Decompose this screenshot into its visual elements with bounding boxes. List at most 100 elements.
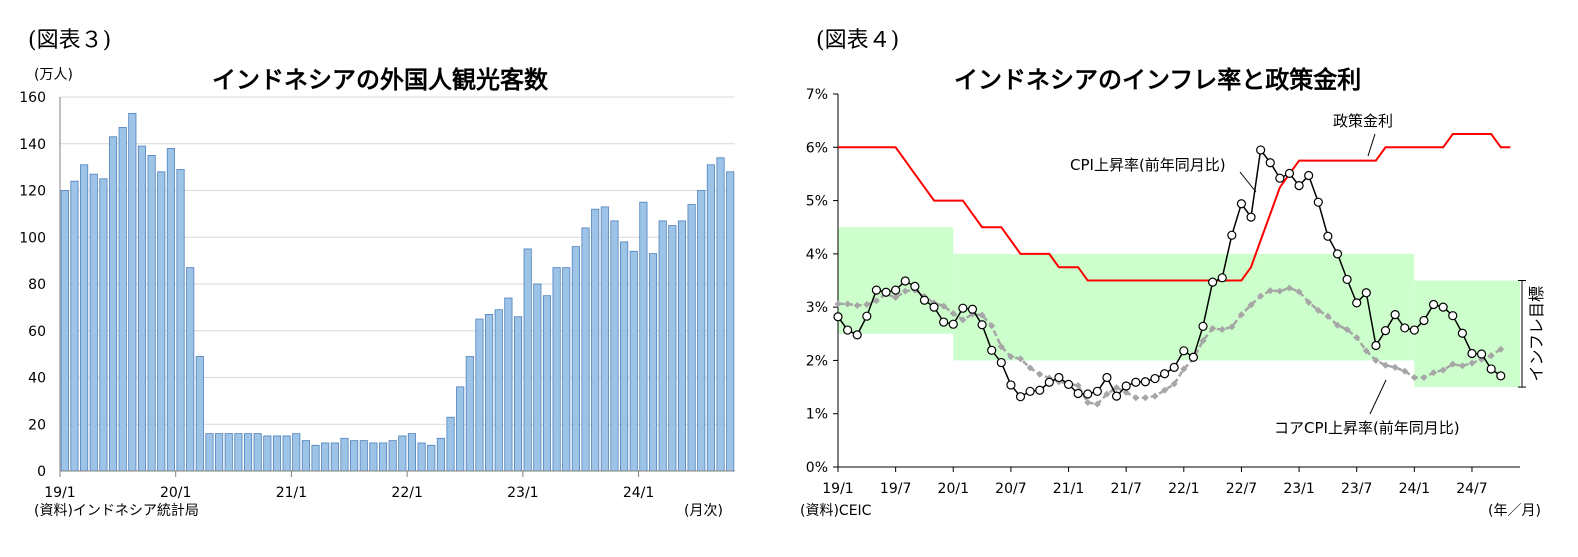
core-cpi-marker: [1430, 369, 1438, 377]
bar: [359, 440, 368, 472]
policy-rate-line: [838, 133, 1511, 282]
inflation-target-band: [953, 253, 1415, 361]
x-tick-label: 21/1: [276, 485, 307, 501]
cpi-marker: [1304, 170, 1314, 181]
core-cpi-marker: [1017, 355, 1025, 363]
y-tick-label: 6%: [806, 140, 828, 156]
bar: [648, 253, 658, 472]
cpi-marker: [891, 285, 901, 295]
cpi-marker: [1448, 311, 1458, 321]
annotation-arrow: [1367, 133, 1376, 157]
cpi-marker: [1044, 377, 1054, 387]
cpi-marker: [939, 317, 949, 327]
bar: [118, 126, 127, 472]
bar: [668, 225, 677, 472]
core-cpi-marker: [1362, 347, 1370, 355]
core-cpi-annotation: コアCPI上昇率(前年同月比): [1274, 419, 1460, 437]
cpi-marker: [977, 320, 987, 330]
core-cpi-marker: [978, 311, 986, 319]
bar: [726, 171, 735, 472]
cpi-marker: [1236, 199, 1247, 209]
bar: [542, 295, 552, 472]
core-cpi-marker: [1209, 324, 1217, 332]
cpi-marker: [1256, 145, 1266, 155]
cpi-marker: [833, 312, 843, 322]
x-tick-label: 19/1: [822, 481, 853, 497]
core-cpi-marker: [872, 297, 880, 305]
core-cpi-marker: [1122, 388, 1130, 396]
bar: [407, 433, 417, 472]
cpi-marker: [1400, 323, 1410, 333]
annotation-arrow: [1239, 171, 1257, 193]
cpi-marker: [1380, 325, 1391, 336]
core-cpi-marker: [949, 310, 957, 318]
x-axis-unit: (月次): [684, 503, 723, 519]
inflation-line-chart: 0% 1% 2% 3% 4% 5% 6% 7% 19/1 19/7 20/1 20/7 21/1 21/7…: [806, 87, 1546, 497]
core-cpi-marker: [901, 287, 909, 295]
bar: [272, 435, 282, 472]
bar: [523, 248, 532, 472]
cpi-marker: [958, 303, 968, 313]
bar: [89, 173, 98, 472]
bar: [504, 297, 513, 472]
bar: [60, 190, 69, 472]
bar: [436, 437, 445, 472]
cpi-marker: [987, 345, 997, 355]
core-cpi-marker: [1161, 386, 1169, 394]
cpi-marker: [1496, 371, 1506, 381]
y-tick-label: 4%: [806, 247, 828, 263]
y-tick-label: 160: [19, 90, 46, 106]
cpi-marker: [1083, 389, 1093, 399]
x-tick-label: 22/7: [1226, 481, 1257, 497]
cpi-marker: [1121, 381, 1131, 391]
tourist-bar-chart: 0 20 40 60 80 100 120 140 160 19/1 20/1 21/1 22/1 23/…: [19, 90, 735, 501]
cpi-marker: [1476, 349, 1487, 359]
bar: [224, 433, 233, 472]
source-note: (資料)インドネシア統計局: [34, 503, 199, 519]
bar: [369, 442, 378, 472]
inflation-target-label: インフレ目標: [1527, 286, 1546, 382]
bar: [388, 440, 397, 472]
core-cpi-marker: [853, 302, 861, 310]
cpi-marker: [967, 304, 978, 314]
core-cpi-marker: [1401, 367, 1409, 375]
y-tick-label: 0: [37, 464, 46, 480]
core-cpi-marker: [988, 322, 996, 330]
x-axis-unit: (年／月): [1488, 503, 1541, 519]
bar: [533, 283, 542, 472]
bar: [494, 309, 503, 472]
y-tick-label: 1%: [806, 407, 828, 423]
cpi-line: [837, 148, 1502, 398]
bar: [330, 442, 339, 472]
bar: [398, 435, 407, 472]
core-cpi-marker: [1449, 360, 1457, 368]
core-cpi-marker: [1497, 345, 1505, 353]
bar: [485, 313, 494, 472]
bar: [70, 180, 79, 472]
y-tick-label: 7%: [806, 87, 828, 103]
x-tick-label: 20/1: [160, 485, 191, 501]
bar: [687, 204, 696, 472]
bar: [253, 433, 262, 472]
cpi-marker: [1313, 197, 1323, 207]
cpi-marker: [1294, 181, 1304, 191]
cpi-marker: [1092, 386, 1102, 396]
cpi-marker: [1073, 388, 1083, 399]
x-tick-label: 24/7: [1456, 481, 1487, 497]
bar: [80, 164, 89, 472]
cpi-marker: [1284, 168, 1295, 178]
core-cpi-marker: [1257, 292, 1265, 300]
core-cpi-marker: [1141, 394, 1149, 402]
core-cpi-marker: [1410, 373, 1418, 381]
y-axis-unit: (万人): [34, 67, 73, 83]
cpi-marker: [996, 357, 1006, 368]
bar: [292, 433, 301, 472]
cpi-marker: [1409, 325, 1419, 335]
cpi-marker: [1390, 310, 1400, 320]
x-tick-label: 22/1: [1168, 481, 1199, 497]
core-cpi-marker: [1113, 384, 1121, 392]
cpi-marker: [852, 330, 862, 340]
bar: [263, 435, 272, 472]
y-tick-label: 2%: [806, 353, 828, 369]
bar: [581, 227, 590, 472]
